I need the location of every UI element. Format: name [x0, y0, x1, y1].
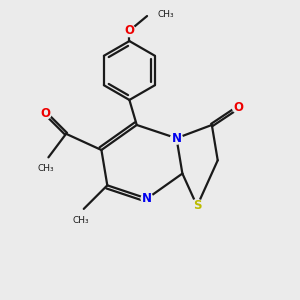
Text: CH₃: CH₃	[38, 164, 54, 173]
Text: N: N	[142, 192, 152, 205]
Circle shape	[190, 200, 204, 212]
Circle shape	[124, 25, 135, 37]
Text: O: O	[124, 24, 134, 37]
Circle shape	[141, 193, 153, 205]
Circle shape	[232, 101, 244, 113]
Text: O: O	[40, 107, 50, 120]
Text: N: N	[172, 132, 182, 145]
Text: S: S	[193, 200, 201, 212]
Circle shape	[40, 107, 51, 119]
Text: O: O	[233, 101, 243, 114]
Circle shape	[171, 132, 182, 144]
Text: CH₃: CH₃	[73, 216, 89, 225]
Text: CH₃: CH₃	[158, 10, 174, 19]
